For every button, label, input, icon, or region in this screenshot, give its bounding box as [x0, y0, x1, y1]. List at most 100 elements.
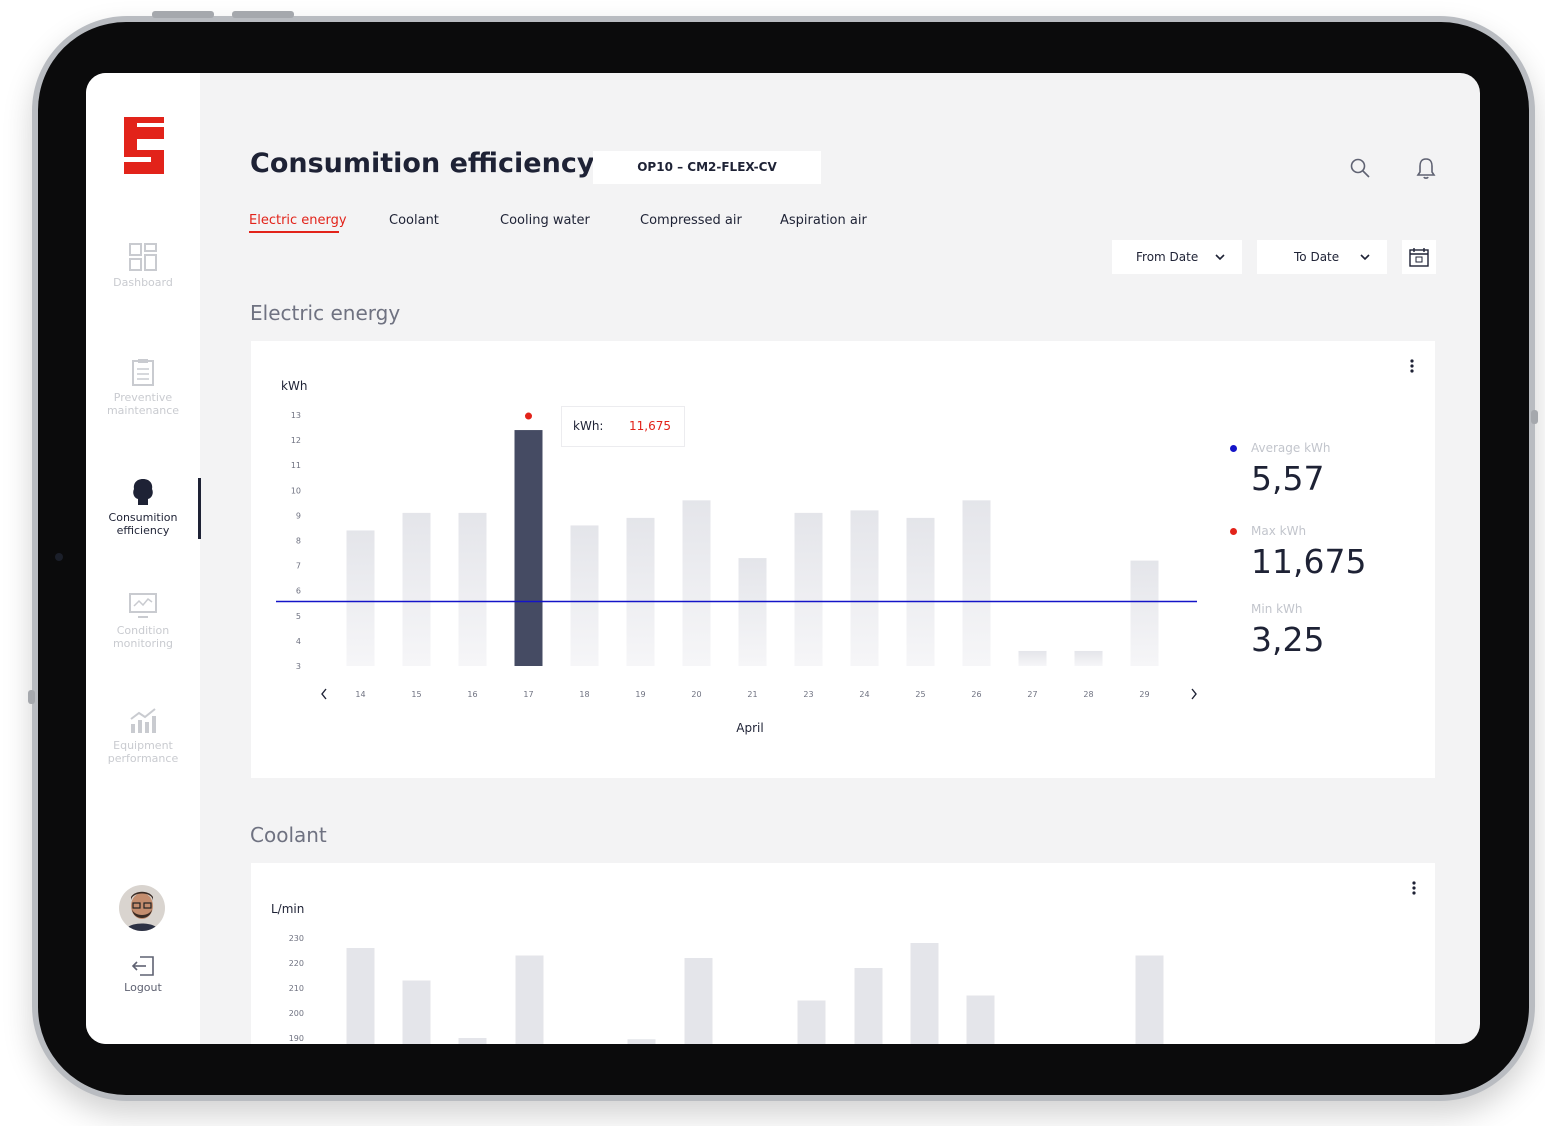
- y-tick-label: 5: [296, 612, 301, 621]
- y-tick-label: 8: [296, 537, 301, 546]
- chart-icon: [130, 708, 156, 733]
- x-tick-label: 29: [1139, 690, 1149, 699]
- from-date-label: From Date: [1136, 250, 1199, 264]
- chevron-right-icon: [1191, 688, 1197, 700]
- notifications-button[interactable]: [1416, 157, 1436, 183]
- x-tick-label: 14: [355, 690, 365, 699]
- to-date-dropdown[interactable]: To Date: [1257, 240, 1387, 274]
- calendar-icon: [1409, 248, 1429, 267]
- y-tick-label: 230: [289, 934, 304, 943]
- page-title: Consumition efficiency: [250, 148, 595, 179]
- chart-bar: [346, 530, 375, 666]
- sidebar-item-consumition-efficiency[interactable]: Consumition efficiency: [86, 478, 200, 537]
- tooltip-label: kWh:: [573, 419, 604, 433]
- tab-coolant[interactable]: Coolant: [389, 213, 439, 228]
- chart-bar: [626, 517, 655, 666]
- y-tick-label: 10: [291, 486, 301, 495]
- tooltip-value: 11,675: [629, 419, 671, 433]
- tab-compressed-air[interactable]: Compressed air: [640, 213, 742, 228]
- electric-energy-chart: kWh 13 12 11 10 9 8 7 6 5 4 3 14 15 16 17 18 19 20 21 23 24 25…: [276, 379, 1197, 735]
- chart-bar: [402, 512, 431, 666]
- avatar[interactable]: [119, 885, 165, 931]
- min-value: 3,25: [1251, 620, 1325, 659]
- volume-button: [152, 11, 214, 18]
- sidebar-item-condition-monitoring[interactable]: Condition monitoring: [86, 593, 200, 650]
- coolant-card: L/min 230 220 210 200 190: [251, 863, 1435, 1044]
- chart-bar: [682, 500, 711, 666]
- y-tick-label: 6: [296, 587, 301, 596]
- sidebar-item-preventive-maintenance[interactable]: Preventive maintenance: [86, 358, 200, 417]
- y-tick-label: 7: [296, 562, 301, 571]
- sidebar-item-label: maintenance: [106, 404, 180, 417]
- sidebar-item-equipment-performance[interactable]: Equipment performance: [86, 708, 200, 765]
- machine-selector[interactable]: OP10 – CM2-FLEX-CV: [593, 151, 821, 184]
- tab-electric-energy[interactable]: Electric energy: [249, 213, 347, 228]
- min-label: Min kWh: [1251, 602, 1303, 616]
- search-button[interactable]: [1350, 158, 1370, 182]
- x-tick-label: 15: [411, 690, 421, 699]
- volume-button: [232, 11, 294, 18]
- average-value: 5,57: [1251, 459, 1325, 498]
- y-tick-label: 12: [291, 436, 301, 445]
- x-tick-label: 24: [859, 690, 869, 699]
- kebab-menu-icon: [1412, 881, 1416, 895]
- max-legend-dot: [1230, 528, 1237, 535]
- clipboard-icon: [132, 359, 154, 386]
- x-tick-label: 21: [747, 690, 757, 699]
- y-tick-label: 4: [296, 637, 301, 646]
- max-marker: [525, 412, 532, 420]
- x-tick-label: 25: [915, 690, 925, 699]
- sidebar-item-label: performance: [107, 752, 179, 765]
- chart-bar: [1130, 560, 1159, 666]
- monitor-icon: [129, 593, 157, 618]
- x-tick-label: 23: [803, 690, 813, 699]
- y-tick-label: 190: [289, 1034, 304, 1043]
- app-screen: Dashboard Preventive maintenance Consumi…: [86, 73, 1480, 1044]
- chart-bar: [966, 995, 995, 1044]
- chart-tooltip: kWh: 11,675: [561, 406, 685, 447]
- y-tick-label: 210: [289, 984, 304, 993]
- chart-bar: [854, 968, 883, 1044]
- chart-bar: [458, 1038, 487, 1044]
- max-label: Max kWh: [1251, 524, 1307, 538]
- calendar-button[interactable]: [1402, 240, 1436, 274]
- x-tick-label: 20: [691, 690, 701, 699]
- chart-bar: [794, 512, 823, 666]
- chart-bar: [684, 958, 713, 1044]
- to-date-label: To Date: [1294, 250, 1340, 264]
- chart-bar: [515, 955, 544, 1044]
- from-date-dropdown[interactable]: From Date: [1112, 240, 1242, 274]
- chart-bar: [1074, 650, 1103, 666]
- card-menu-button[interactable]: [1408, 358, 1416, 378]
- dashboard-icon: [129, 243, 157, 271]
- tab-aspiration-air[interactable]: Aspiration air: [780, 213, 867, 228]
- section-title-electric: Electric energy: [250, 301, 401, 325]
- y-tick-label: 13: [291, 411, 301, 420]
- chevron-down-icon: [1215, 254, 1225, 261]
- logout-button[interactable]: Logout: [86, 955, 200, 994]
- chart-bar: [906, 517, 935, 666]
- x-tick-label: 16: [467, 690, 477, 699]
- user-avatar-icon: [119, 885, 165, 931]
- camera-icon: [55, 553, 63, 561]
- sidebar-item-label: monitoring: [112, 637, 174, 650]
- electric-energy-card: kWh 13 12 11 10 9 8 7 6 5 4 3 14 15 16 17 18 19 20 21 23 24 25…: [251, 341, 1435, 778]
- chart-bar: [797, 1000, 826, 1044]
- logout-label: Logout: [124, 981, 162, 994]
- tab-active-underline: [249, 231, 339, 233]
- chart-bar: [346, 948, 375, 1044]
- chevron-down-icon: [1360, 254, 1370, 261]
- card-menu-button[interactable]: [1410, 880, 1418, 900]
- y-axis-label: L/min: [271, 902, 304, 916]
- tab-cooling-water[interactable]: Cooling water: [500, 213, 590, 228]
- sidebar-item-dashboard[interactable]: Dashboard: [86, 243, 200, 289]
- chart-bar: [570, 525, 599, 666]
- chart-bar: [910, 943, 939, 1044]
- sidebar-item-label: Equipment: [113, 739, 173, 752]
- chart-bar: [1135, 955, 1164, 1044]
- search-icon: [1350, 158, 1370, 178]
- sidebar-item-label: Dashboard: [113, 276, 173, 289]
- chart-bar: [627, 1039, 656, 1044]
- section-title-coolant: Coolant: [250, 823, 327, 847]
- average-label: Average kWh: [1251, 441, 1331, 455]
